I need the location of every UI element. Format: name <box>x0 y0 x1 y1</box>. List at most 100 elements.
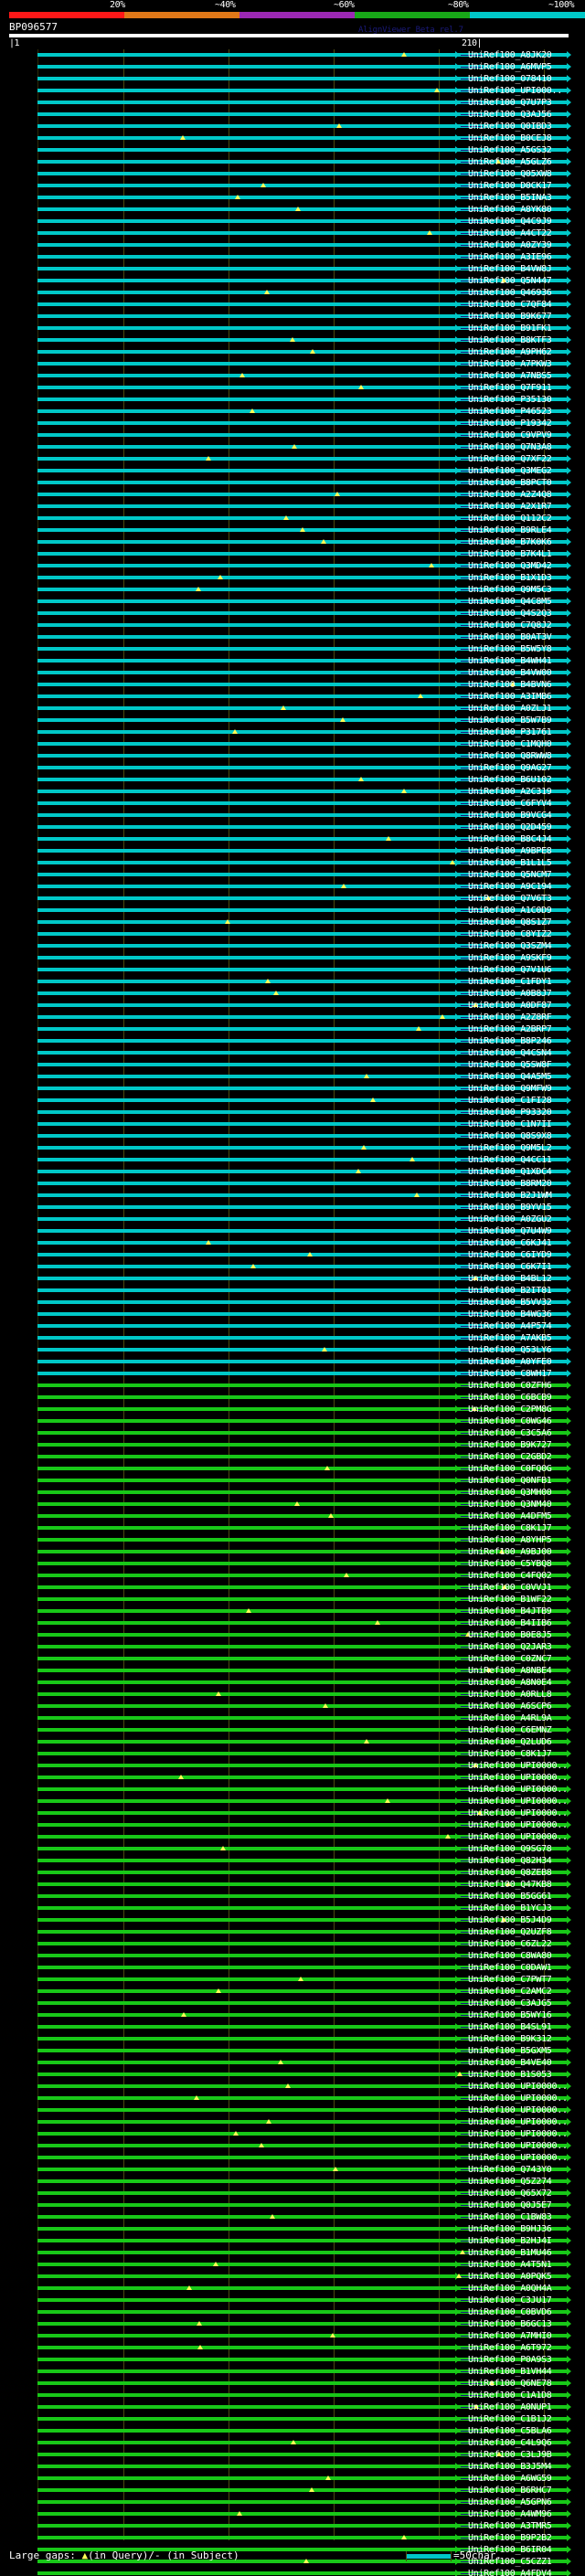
hsp-bar[interactable] <box>37 1835 569 1839</box>
subject-hit-label[interactable]: UniRef100_C8WA80 <box>468 1951 552 1961</box>
subject-hit-label[interactable]: UniRef100_P93320 <box>468 1108 552 1118</box>
hit-row[interactable]: UniRef100_B6U102 <box>0 774 585 786</box>
subject-hit-label[interactable]: UniRef100_B5VV32 <box>468 1298 552 1308</box>
hit-row[interactable]: UniRef100_B0E8J5 <box>0 1629 585 1641</box>
hsp-bar[interactable] <box>37 1776 569 1779</box>
hsp-bar[interactable] <box>37 279 569 282</box>
subject-hit-label[interactable]: UniRef100_Q65X72 <box>468 2189 552 2199</box>
subject-hit-label[interactable]: UniRef100_A2Z4Q8 <box>468 490 552 500</box>
hsp-bar[interactable] <box>37 1288 569 1292</box>
hsp-bar[interactable] <box>37 89 569 92</box>
hsp-bar[interactable] <box>37 1336 569 1340</box>
hit-row[interactable]: UniRef100_A7MHI0 <box>0 2330 585 2342</box>
hsp-bar[interactable] <box>37 778 569 781</box>
subject-hit-label[interactable]: UniRef100_B5GG61 <box>468 1892 552 1902</box>
hsp-bar[interactable] <box>37 980 569 983</box>
hit-row[interactable]: UniRef100_C7PWT7 <box>0 1974 585 1986</box>
hit-row[interactable]: UniRef100_Q7N3A8 <box>0 441 585 453</box>
hit-row[interactable]: UniRef100_B1VH44 <box>0 2366 585 2378</box>
hsp-bar[interactable] <box>37 671 569 674</box>
hsp-bar[interactable] <box>37 873 569 876</box>
hsp-bar[interactable] <box>37 1728 569 1732</box>
hsp-bar[interactable] <box>37 1562 569 1565</box>
subject-hit-label[interactable]: UniRef100_B9YV15 <box>468 1203 552 1213</box>
hit-row[interactable]: UniRef100_C3JU17 <box>0 2295 585 2306</box>
hsp-bar[interactable] <box>37 825 569 829</box>
hsp-bar[interactable] <box>37 1098 569 1102</box>
hsp-bar[interactable] <box>37 1431 569 1435</box>
subject-hit-label[interactable]: UniRef100_A8NBE4 <box>468 1666 552 1676</box>
subject-hit-label[interactable]: UniRef100_A8YK80 <box>468 205 552 215</box>
hit-row[interactable]: UniRef100_C2GBD2 <box>0 1451 585 1463</box>
hit-row[interactable]: UniRef100_C0BVD6 <box>0 2306 585 2318</box>
hit-row[interactable]: UniRef100_A3IE96 <box>0 251 585 263</box>
hit-row[interactable]: UniRef100_C0WG46 <box>0 1415 585 1427</box>
subject-hit-label[interactable]: UniRef100_C1FDY1 <box>468 977 552 987</box>
subject-hit-label[interactable]: UniRef100_A1C0D9 <box>468 906 552 916</box>
hsp-bar[interactable] <box>37 1205 569 1209</box>
hsp-bar[interactable] <box>37 1051 569 1055</box>
subject-hit-label[interactable]: UniRef100_A6SCP6 <box>468 1701 552 1712</box>
subject-hit-label[interactable]: UniRef100_B9VCG4 <box>468 811 552 821</box>
hsp-bar[interactable] <box>37 2108 569 2112</box>
hsp-bar[interactable] <box>37 302 569 306</box>
subject-hit-label[interactable]: UniRef100_UPI0000.. <box>468 2094 568 2104</box>
hit-row[interactable]: UniRef100_Q7V6T3 <box>0 893 585 905</box>
hsp-bar[interactable] <box>37 754 569 758</box>
hit-row[interactable]: UniRef100_A5GPN6 <box>0 2496 585 2508</box>
subject-hit-label[interactable]: UniRef100_D0CK17 <box>468 181 552 191</box>
hsp-bar[interactable] <box>37 1859 569 1862</box>
hsp-bar[interactable] <box>37 730 569 734</box>
subject-hit-label[interactable]: UniRef100_Q53LY6 <box>468 1345 552 1355</box>
subject-hit-label[interactable]: UniRef100_B5INA3 <box>468 193 552 203</box>
hit-row[interactable]: UniRef100_B1L1L5 <box>0 857 585 869</box>
subject-hit-label[interactable]: UniRef100_UPI0000.. <box>468 2141 568 2151</box>
subject-hit-label[interactable]: UniRef100_C0WG46 <box>468 1416 552 1426</box>
hsp-bar[interactable] <box>37 255 569 259</box>
subject-hit-label[interactable]: UniRef100_Q46936 <box>468 288 552 298</box>
hsp-bar[interactable] <box>37 1847 569 1850</box>
subject-hit-label[interactable]: UniRef100_Q7U7P3 <box>468 98 552 108</box>
subject-hit-label[interactable]: UniRef100_A0NUP1 <box>468 2402 552 2412</box>
hit-row[interactable]: UniRef100_C6EMNZ <box>0 1724 585 1736</box>
subject-hit-label[interactable]: UniRef100_Q2JAR3 <box>468 1642 552 1652</box>
hit-row[interactable]: UniRef100_B91FK1 <box>0 323 585 334</box>
subject-hit-label[interactable]: UniRef100_A5GS32 <box>468 145 552 155</box>
hit-row[interactable]: UniRef100_Q8S1Z7 <box>0 917 585 928</box>
subject-hit-label[interactable]: UniRef100_B0CEJ8 <box>468 133 552 143</box>
hsp-bar[interactable] <box>37 1954 569 1957</box>
hit-row[interactable]: UniRef100_Q9M5C3 <box>0 584 585 596</box>
hsp-bar[interactable] <box>37 706 569 710</box>
hit-row[interactable]: UniRef100_P93320 <box>0 1107 585 1118</box>
hit-row[interactable]: UniRef100_A0YFE0 <box>0 1356 585 1368</box>
subject-hit-label[interactable]: UniRef100_A8YHP5 <box>468 1535 552 1545</box>
hit-row[interactable]: UniRef100_C2PM8G <box>0 1404 585 1415</box>
hsp-bar[interactable] <box>37 1526 569 1530</box>
hsp-bar[interactable] <box>37 1716 569 1720</box>
hsp-bar[interactable] <box>37 65 569 69</box>
hit-row[interactable]: UniRef100_Q82H34 <box>0 1855 585 1867</box>
hit-row[interactable]: UniRef100_C6ZL22 <box>0 1938 585 1950</box>
hsp-bar[interactable] <box>37 1360 569 1363</box>
hsp-bar[interactable] <box>37 2072 569 2076</box>
subject-hit-label[interactable]: UniRef100_B8RM20 <box>468 1179 552 1189</box>
hit-row[interactable]: UniRef100_C0DAW1 <box>0 1962 585 1974</box>
subject-hit-label[interactable]: UniRef100_A0ZY39 <box>468 240 552 250</box>
hsp-bar[interactable] <box>37 1158 569 1161</box>
subject-hit-label[interactable]: UniRef100_B4BVN6 <box>468 680 552 690</box>
hsp-bar[interactable] <box>37 2548 569 2551</box>
hit-row[interactable]: UniRef100_C4L9Q6 <box>0 2437 585 2449</box>
subject-hit-label[interactable]: UniRef100_Q2D459 <box>468 822 552 832</box>
hit-row[interactable]: UniRef100_Q05XW8 <box>0 168 585 180</box>
subject-hit-label[interactable]: UniRef100_C0BVD6 <box>468 2307 552 2317</box>
hit-row[interactable]: UniRef100_Q7V1U6 <box>0 964 585 976</box>
hit-row[interactable]: UniRef100_Q4C8M5 <box>0 596 585 608</box>
subject-hit-label[interactable]: UniRef100_B7K0K6 <box>468 537 552 547</box>
hit-row[interactable]: UniRef100_A6MVP5 <box>0 61 585 73</box>
hit-row[interactable]: UniRef100_A4T5N1 <box>0 2259 585 2271</box>
hit-row[interactable]: UniRef100_UPI0000.. <box>0 2104 585 2116</box>
hit-row[interactable]: UniRef100_B2IT81 <box>0 1285 585 1297</box>
hsp-bar[interactable] <box>37 409 569 413</box>
hsp-bar[interactable] <box>37 2286 569 2290</box>
subject-hit-label[interactable]: UniRef100_Q8S1Z7 <box>468 917 552 928</box>
